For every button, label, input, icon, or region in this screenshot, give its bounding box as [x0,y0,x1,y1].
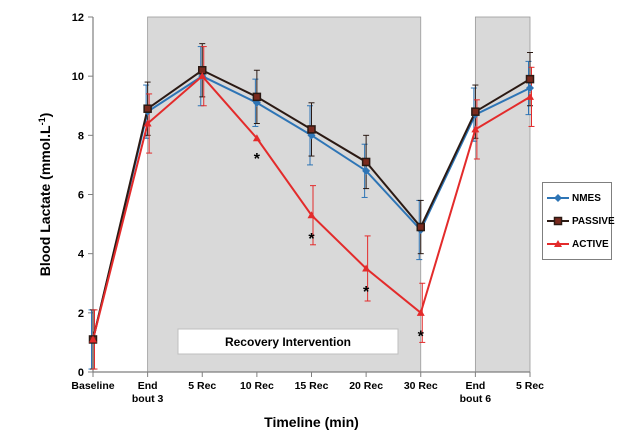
legend-label-nmes: NMES [572,192,601,204]
x-tick-label: bout 3 [132,393,164,405]
y-tick-label: 10 [72,71,84,83]
y-tick-label: 12 [72,12,84,24]
legend-item-active: ACTIVE [547,236,609,252]
data-point-active [471,125,480,133]
series-markers [88,66,535,344]
x-tick-label: Baseline [71,380,114,392]
data-point-active [89,335,97,343]
shaded-region [147,16,422,373]
data-point-active [198,72,207,80]
recovery-shading [147,16,531,373]
legend-label-passive: PASSIVE [572,215,615,227]
legend-marker [554,194,562,202]
y-tick-label: 6 [78,190,84,202]
significance-asterisk: * [308,231,315,248]
y-tick-label: 8 [78,130,84,142]
legend-marker [554,240,562,247]
x-axis-title: Timeline (min) [264,414,359,430]
y-axis-title: Blood Lactate (mmol.L-1) [37,113,53,277]
significance-asterisk: * [418,329,425,346]
x-tick-label: 5 Rec [188,380,216,392]
data-point-active [252,134,261,142]
x-tick-label: 15 Rec [295,380,329,392]
data-point-active [307,211,316,219]
passive-swatch-icon [547,216,569,226]
legend-label-active: ACTIVE [572,238,609,250]
recovery-intervention-label: Recovery Intervention [225,335,351,349]
x-tick-label: End [138,380,158,392]
significance-asterisk: * [363,284,370,301]
x-tick-label: 30 Rec [404,380,438,392]
y-tick-label: 2 [78,308,84,320]
x-tick-label: 10 Rec [240,380,274,392]
significance-asterisk: * [254,151,261,168]
data-point-active [416,308,425,316]
data-point-active [143,119,152,127]
legend: NMES PASSIVE ACTIVE [542,182,615,260]
active-swatch-icon [547,239,569,249]
data-point-passive [471,107,480,116]
data-point-passive [307,125,316,134]
data-point-passive [252,92,262,102]
x-tick-label: bout 6 [460,393,492,405]
x-tick-label: End [465,380,485,392]
legend-marker [553,216,563,226]
data-point-passive [361,157,371,167]
legend-item-nmes: NMES [547,190,601,206]
data-point-active [362,264,371,272]
x-tick-label: 5 Rec [516,380,544,392]
data-point-passive [525,74,535,84]
recovery-intervention-box [177,328,399,355]
y-tick-label: 4 [78,249,85,261]
data-point-passive [416,222,425,232]
annotations: Recovery Intervention * * * * [177,151,425,355]
data-point-passive [143,104,152,113]
y-tick-label: 0 [78,367,84,379]
x-tick-label: 20 Rec [349,380,383,392]
legend-item-passive: PASSIVE [547,213,615,229]
nmes-swatch-icon [547,193,569,203]
shaded-region [474,16,531,373]
data-point-nmes [362,166,371,175]
data-point-active [526,92,534,100]
data-point-nmes [526,84,534,92]
